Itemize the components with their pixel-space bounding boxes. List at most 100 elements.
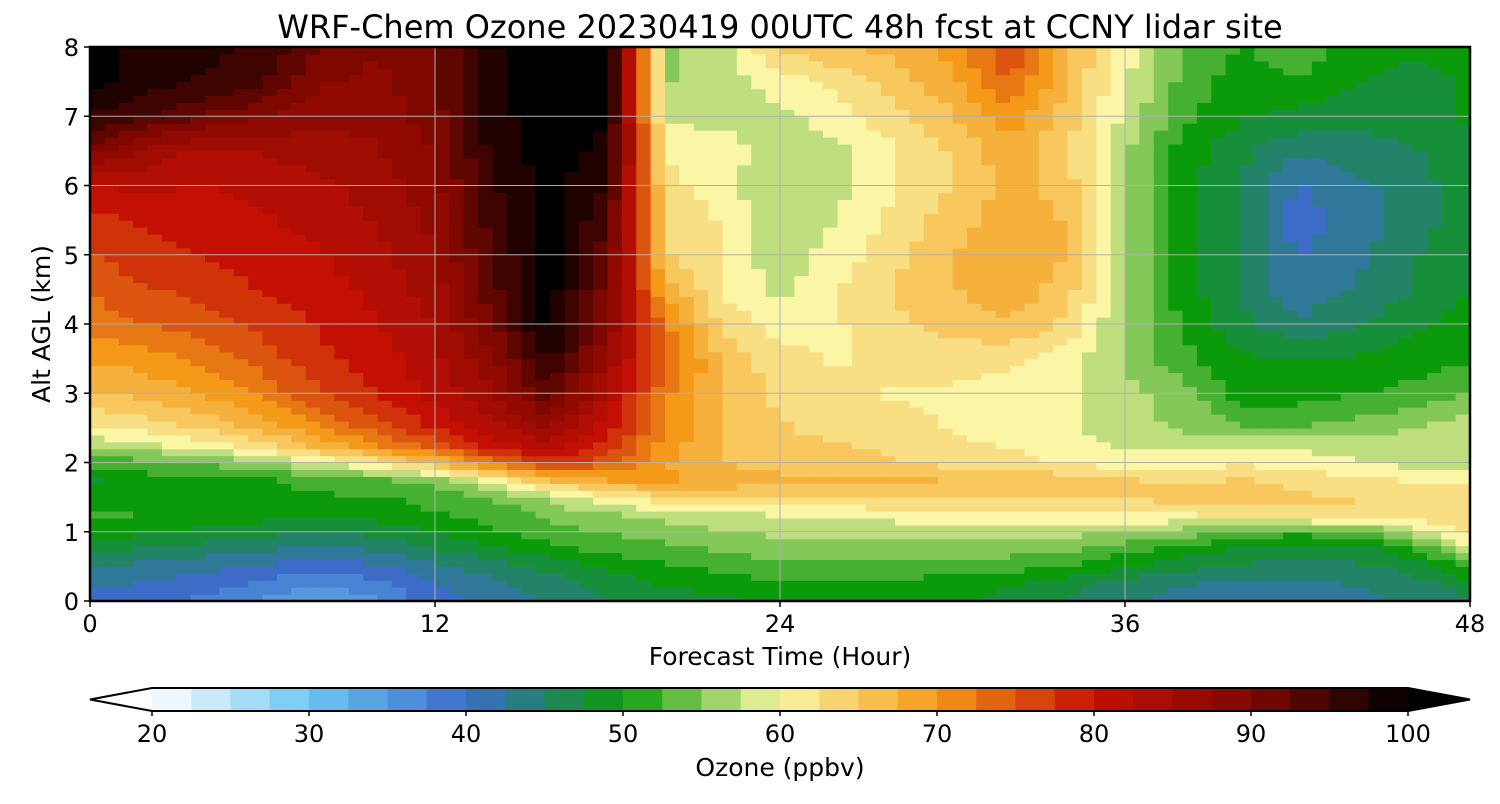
- heatmap-cell: [1369, 303, 1385, 311]
- heatmap-cell: [880, 296, 896, 304]
- heatmap-cell: [176, 510, 192, 519]
- heatmap-cell: [262, 427, 278, 436]
- heatmap-cell: [535, 504, 551, 512]
- heatmap-cell: [1024, 587, 1040, 595]
- heatmap-cell: [1268, 427, 1284, 436]
- heatmap-cell: [780, 254, 795, 263]
- heatmap-cell: [1254, 420, 1270, 429]
- heatmap-cell: [233, 268, 249, 277]
- heatmap-cell: [1024, 400, 1040, 408]
- heatmap-cell: [880, 344, 896, 353]
- heatmap-cell: [1153, 393, 1169, 401]
- heatmap-cell: [1024, 372, 1040, 380]
- heatmap-cell: [1110, 365, 1126, 374]
- heatmap-cell: [161, 448, 177, 457]
- heatmap-cell: [1153, 427, 1169, 436]
- heatmap-cell: [1340, 434, 1356, 443]
- heatmap-cell: [161, 407, 177, 415]
- heatmap-cell: [463, 386, 479, 394]
- heatmap-cell: [1153, 510, 1169, 519]
- heatmap-cell: [1196, 587, 1212, 595]
- heatmap-cell: [679, 448, 695, 457]
- heatmap-cell: [708, 510, 724, 519]
- heatmap-cell: [248, 510, 264, 519]
- heatmap-cell: [233, 414, 249, 422]
- heatmap-cell: [248, 337, 264, 346]
- heatmap-cell: [794, 296, 810, 304]
- heatmap-cell: [1441, 268, 1457, 277]
- heatmap-cell: [1412, 372, 1428, 380]
- heatmap-cell: [895, 400, 910, 408]
- heatmap-cell: [363, 497, 379, 505]
- heatmap-cell: [808, 420, 824, 429]
- heatmap-cell: [104, 303, 120, 311]
- heatmap-cell: [1125, 414, 1140, 422]
- heatmap-cell: [1398, 510, 1414, 519]
- heatmap-cell: [1024, 476, 1040, 484]
- heatmap-cell: [420, 372, 436, 380]
- heatmap-cell: [104, 483, 120, 491]
- heatmap-cell: [995, 483, 1011, 491]
- heatmap-cell: [751, 303, 767, 311]
- heatmap-cell: [205, 372, 220, 380]
- heatmap-cell: [909, 545, 925, 554]
- heatmap-cell: [521, 469, 537, 477]
- heatmap-cell: [118, 504, 134, 512]
- heatmap-cell: [1426, 407, 1442, 415]
- heatmap-cell: [233, 566, 249, 574]
- heatmap-cell: [938, 483, 954, 491]
- heatmap-cell: [593, 510, 609, 519]
- heatmap-cell: [377, 552, 393, 561]
- heatmap-cell: [1024, 268, 1040, 277]
- heatmap-cell: [276, 469, 292, 477]
- heatmap-cell: [262, 497, 278, 505]
- heatmap-cell: [1455, 414, 1470, 422]
- heatmap-cell: [104, 324, 120, 332]
- heatmap-cell: [593, 247, 609, 256]
- heatmap-cell: [851, 587, 867, 595]
- heatmap-cell: [1441, 434, 1457, 443]
- heatmap-cell: [636, 240, 652, 249]
- heatmap-cell: [1283, 559, 1299, 567]
- heatmap-cell: [736, 240, 752, 249]
- heatmap-cell: [1153, 414, 1169, 422]
- heatmap-cell: [1455, 393, 1470, 401]
- heatmap-cell: [837, 573, 853, 581]
- heatmap-cell: [1153, 545, 1169, 554]
- heatmap-cell: [205, 240, 220, 249]
- heatmap-cell: [1383, 462, 1399, 471]
- heatmap-cell: [895, 490, 910, 498]
- heatmap-cell: [1283, 268, 1299, 277]
- heatmap-cell: [233, 476, 249, 484]
- heatmap-cell: [1038, 420, 1054, 429]
- heatmap-cell: [1340, 420, 1356, 429]
- heatmap-cell: [492, 324, 508, 332]
- heatmap-cell: [1010, 594, 1025, 601]
- heatmap-cell: [348, 317, 364, 325]
- heatmap-cell: [780, 427, 795, 436]
- heatmap-cell: [133, 261, 149, 270]
- heatmap-cell: [1283, 531, 1299, 540]
- heatmap-cell: [1412, 358, 1428, 367]
- heatmap-cell: [205, 282, 220, 290]
- heatmap-cell: [1225, 580, 1241, 588]
- heatmap-cell: [1225, 400, 1241, 408]
- heatmap-cell: [506, 483, 522, 491]
- heatmap-cell: [1110, 358, 1126, 367]
- heatmap-cell: [636, 358, 652, 367]
- heatmap-cell: [492, 476, 508, 484]
- heatmap-cell: [147, 317, 163, 325]
- heatmap-cell: [1168, 261, 1184, 270]
- heatmap-cell: [363, 296, 379, 304]
- heatmap-cell: [1441, 386, 1457, 394]
- heatmap-cell: [1153, 296, 1169, 304]
- heatmap-cell: [1038, 310, 1054, 318]
- heatmap-cell: [133, 504, 149, 512]
- heatmap-cell: [1096, 268, 1112, 277]
- heatmap-cell: [593, 545, 609, 554]
- heatmap-cell: [736, 476, 752, 484]
- heatmap-cell: [1326, 240, 1342, 249]
- heatmap-cell: [276, 247, 292, 256]
- heatmap-cell: [118, 594, 134, 601]
- heatmap-cell: [1125, 552, 1140, 561]
